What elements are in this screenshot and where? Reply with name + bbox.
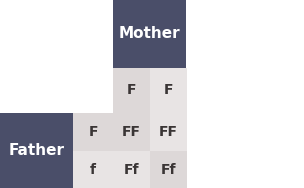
Text: FF: FF <box>122 125 141 139</box>
Text: F: F <box>88 125 98 139</box>
Bar <box>73 151 113 188</box>
Bar <box>150 151 187 188</box>
Bar <box>73 113 113 151</box>
Bar <box>113 0 186 68</box>
Bar <box>150 68 187 113</box>
Bar <box>150 113 187 151</box>
Text: f: f <box>90 162 96 177</box>
Text: F: F <box>164 83 173 98</box>
Text: Ff: Ff <box>124 162 139 177</box>
Text: Ff: Ff <box>161 162 176 177</box>
Text: FF: FF <box>159 125 178 139</box>
Bar <box>113 151 150 188</box>
Bar <box>113 113 150 151</box>
Bar <box>0 113 73 188</box>
Text: Mother: Mother <box>119 27 180 42</box>
Bar <box>113 68 150 113</box>
Text: Father: Father <box>9 143 64 158</box>
Text: F: F <box>127 83 136 98</box>
